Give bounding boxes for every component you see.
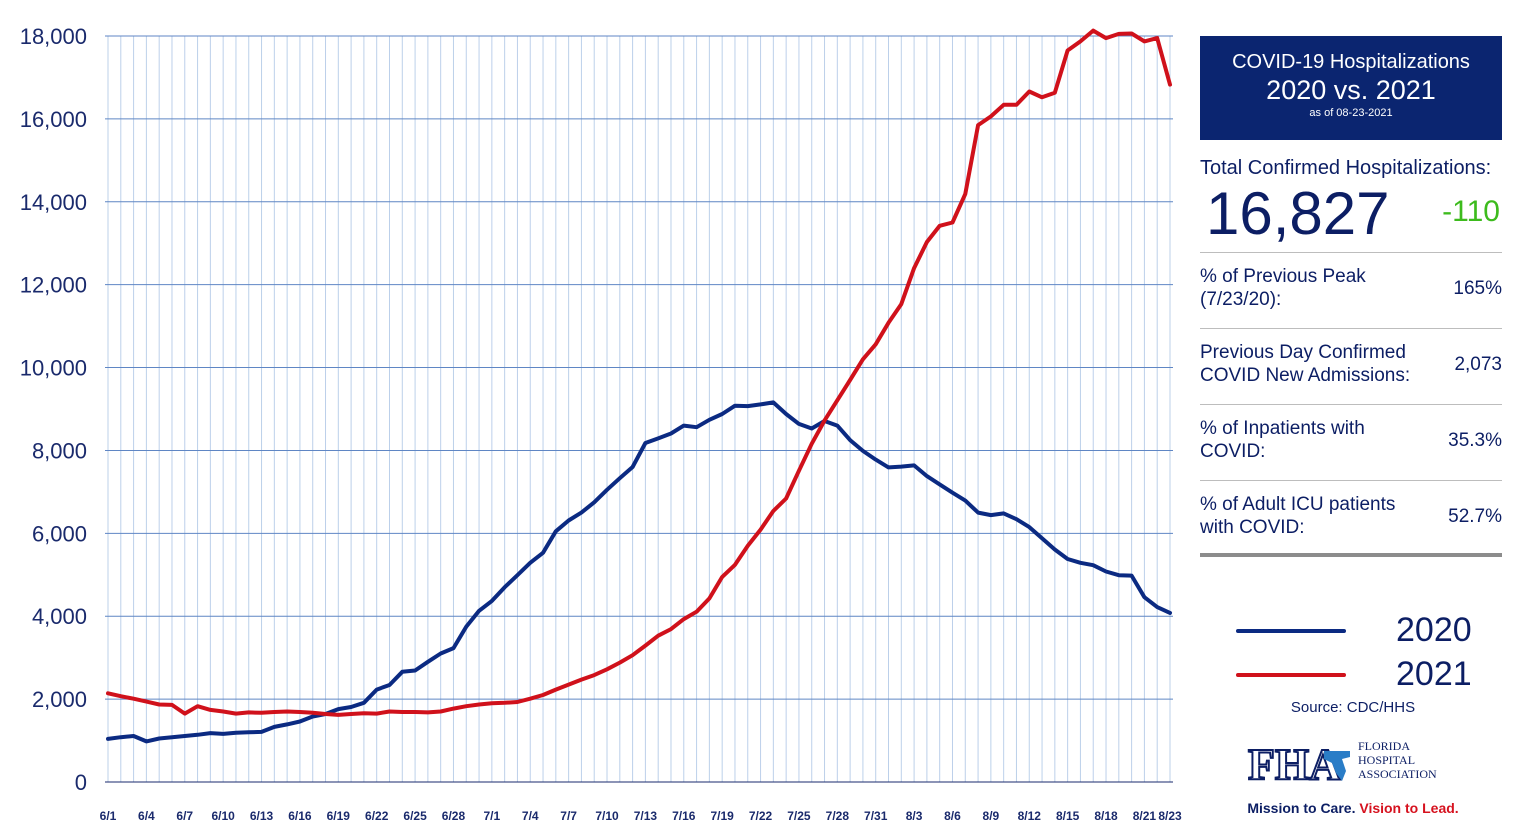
legend-swatch-2020 xyxy=(1236,629,1346,633)
total-change: -110 xyxy=(1442,195,1500,228)
y-tick-label: 4,000 xyxy=(32,604,87,629)
series-line-2020 xyxy=(106,400,1172,744)
x-tick-label: 7/31 xyxy=(864,809,888,823)
total-value: 16,827 xyxy=(1206,180,1390,247)
florida-state-icon xyxy=(1324,751,1350,781)
stat-icu: % of Adult ICU patients with COVID: 52.7… xyxy=(1200,481,1502,557)
logo-mark-text: FHA xyxy=(1248,740,1341,789)
x-tick-label: 8/6 xyxy=(944,809,961,823)
hospitalization-line-chart: 0 2,000 4,000 6,000 8,000 10,000 12,000 14,000 1… xyxy=(20,24,1182,823)
stat-label: % of Previous Peak (7/23/20): xyxy=(1200,266,1366,310)
x-tick-label: 7/4 xyxy=(522,809,539,823)
y-tick-label: 14,000 xyxy=(20,190,87,215)
y-tick-label: 6,000 xyxy=(32,521,87,546)
stat-new-admissions: Previous Day Confirmed COVID New Admissi… xyxy=(1200,329,1502,405)
x-tick-label: 8/23 xyxy=(1158,809,1182,823)
logo-line3: ASSOCIATION xyxy=(1358,767,1437,781)
fha-logo-mark: FHA xyxy=(1247,739,1350,790)
stat-label: % of Adult ICU patients with COVID: xyxy=(1200,494,1396,538)
stat-value: 2,073 xyxy=(1454,354,1502,375)
panel-title-box: COVID-19 Hospitalizations 2020 vs. 2021 … xyxy=(1200,36,1502,140)
x-tick-label: 7/28 xyxy=(826,809,850,823)
stat-value: 35.3% xyxy=(1448,430,1502,451)
stat-value: 52.7% xyxy=(1448,506,1502,527)
x-tick-label: 6/28 xyxy=(442,809,466,823)
x-tick-label: 7/19 xyxy=(710,809,734,823)
x-tick-label: 8/21 xyxy=(1133,809,1157,823)
x-tick-label: 7/10 xyxy=(595,809,619,823)
summary-panel: COVID-19 Hospitalizations 2020 vs. 2021 … xyxy=(1200,36,1502,557)
x-tick-label: 6/1 xyxy=(100,809,117,823)
panel-title: COVID-19 Hospitalizations xyxy=(1232,51,1470,73)
y-axis-ticks: 0 2,000 4,000 6,000 8,000 10,000 12,000 14,000 1… xyxy=(20,24,87,795)
x-tick-label: 6/19 xyxy=(327,809,351,823)
x-tick-label: 8/18 xyxy=(1094,809,1118,823)
y-tick-label: 10,000 xyxy=(20,356,87,381)
x-tick-label: 8/12 xyxy=(1018,809,1042,823)
fha-logo: FHA FLORIDA HOSPITAL ASSOCIATION xyxy=(1246,737,1466,790)
x-tick-label: 6/4 xyxy=(138,809,155,823)
source-note: Source: CDC/HHS xyxy=(1290,699,1416,716)
stat-label: Previous Day Confirmed COVID New Admissi… xyxy=(1200,342,1411,386)
stat-previous-peak: % of Previous Peak (7/23/20): 165% xyxy=(1200,253,1502,329)
y-tick-label: 0 xyxy=(75,770,87,795)
legend-swatch-2021 xyxy=(1236,673,1346,677)
x-tick-label: 6/10 xyxy=(211,809,235,823)
x-tick-label: 8/15 xyxy=(1056,809,1080,823)
x-tick-label: 7/16 xyxy=(672,809,696,823)
x-tick-label: 8/9 xyxy=(983,809,1000,823)
logo-line2: HOSPITAL xyxy=(1358,753,1416,767)
chart-legend: 2020 2021 xyxy=(1236,608,1496,696)
tagline-part2: Vision to Lead. xyxy=(1359,800,1459,816)
x-tick-label: 6/16 xyxy=(288,809,312,823)
logo-wordmark: FLORIDA HOSPITAL ASSOCIATION xyxy=(1358,739,1437,781)
chart-series xyxy=(106,28,1172,744)
legend-label-2021: 2021 xyxy=(1396,655,1472,693)
x-axis-ticks: 6/1 6/4 6/7 6/10 6/13 6/16 6/19 6/22 6/25 6/28 7/1… xyxy=(100,809,1182,823)
x-tick-label: 8/3 xyxy=(906,809,923,823)
total-row: 16,827 -110 xyxy=(1200,180,1502,253)
x-tick-label: 7/7 xyxy=(560,809,577,823)
x-tick-label: 6/13 xyxy=(250,809,274,823)
chart-grid xyxy=(105,35,1173,783)
tagline: Mission to Care. Vision to Lead. xyxy=(1200,800,1506,816)
y-tick-label: 12,000 xyxy=(20,273,87,298)
tagline-part1: Mission to Care. xyxy=(1247,800,1356,816)
x-tick-label: 6/25 xyxy=(403,809,427,823)
x-tick-label: 7/13 xyxy=(634,809,658,823)
panel-subtitle: 2020 vs. 2021 xyxy=(1266,75,1436,105)
total-label: Total Confirmed Hospitalizations: xyxy=(1200,157,1492,179)
x-tick-label: 7/22 xyxy=(749,809,773,823)
x-tick-label: 7/25 xyxy=(787,809,811,823)
as-of-date: as of 08-23-2021 xyxy=(1309,107,1393,119)
legend-item-2020: 2020 xyxy=(1236,608,1496,652)
logo-line1: FLORIDA xyxy=(1358,739,1411,753)
stat-inpatients: % of Inpatients with COVID: 35.3% xyxy=(1200,405,1502,481)
stat-value: 165% xyxy=(1453,278,1502,299)
legend-item-2021: 2021 xyxy=(1236,652,1496,696)
y-tick-label: 18,000 xyxy=(20,24,87,49)
y-tick-label: 2,000 xyxy=(32,687,87,712)
y-tick-label: 16,000 xyxy=(20,107,87,132)
series-line-2021 xyxy=(106,28,1172,717)
y-tick-label: 8,000 xyxy=(32,438,87,463)
stat-label: % of Inpatients with COVID: xyxy=(1200,418,1365,462)
x-tick-label: 6/22 xyxy=(365,809,389,823)
x-tick-label: 7/1 xyxy=(484,809,501,823)
legend-label-2020: 2020 xyxy=(1396,611,1472,649)
x-tick-label: 6/7 xyxy=(176,809,193,823)
